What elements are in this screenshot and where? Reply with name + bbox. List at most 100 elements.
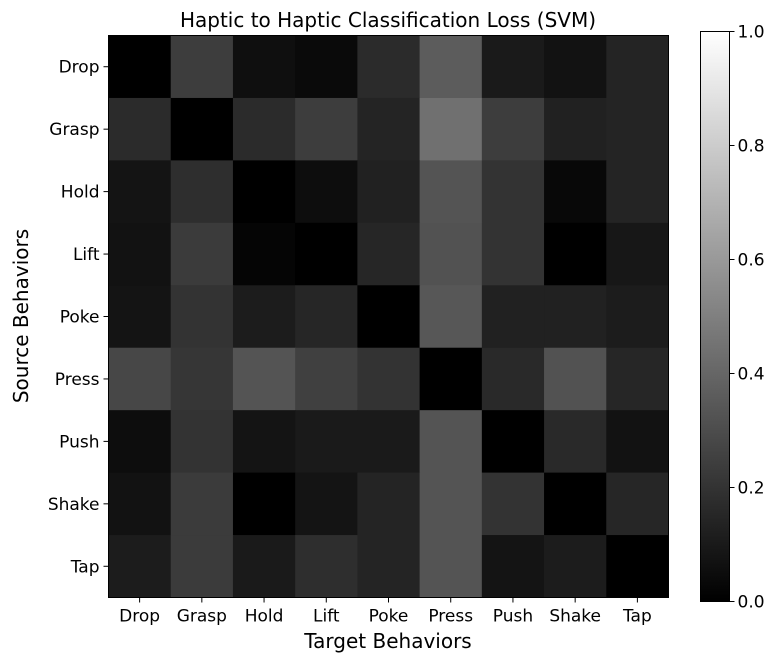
heatmap-cell-hold-hold xyxy=(232,160,296,224)
heatmap-cell-shake-lift xyxy=(295,472,358,536)
heatmap-cell-drop-tap xyxy=(606,35,669,99)
y-axis-label: Source Behaviors xyxy=(9,229,33,403)
heatmap-cell-shake-press xyxy=(419,472,483,536)
heatmap-cell-tap-poke xyxy=(357,535,421,598)
heatmap-cell-shake-shake xyxy=(544,472,607,536)
heatmap-cell-grasp-shake xyxy=(544,97,607,161)
heatmap-cell-press-push xyxy=(481,347,545,411)
heatmap-cells xyxy=(108,35,669,598)
chart-title: Haptic to Haptic Classification Loss (SV… xyxy=(180,8,596,32)
heatmap-cell-lift-push xyxy=(481,222,545,286)
heatmap-cell-poke-push xyxy=(481,285,545,349)
heatmap-cell-drop-grasp xyxy=(170,35,234,99)
x-tick-label: Poke xyxy=(369,607,409,627)
heatmap-cell-push-grasp xyxy=(170,410,234,474)
x-tick-label: Drop xyxy=(119,607,160,627)
heatmap-cell-grasp-lift xyxy=(295,97,358,161)
y-tick-label: Shake xyxy=(48,495,100,515)
y-tick-label: Hold xyxy=(61,183,100,203)
heatmap-cell-tap-press xyxy=(419,535,483,598)
heatmap-cell-push-poke xyxy=(357,410,421,474)
heatmap-cell-shake-hold xyxy=(232,472,296,536)
heatmap-cell-lift-lift xyxy=(295,222,358,286)
heatmap-cell-hold-drop xyxy=(108,160,172,224)
heatmap-cell-poke-drop xyxy=(108,285,172,349)
colorbar-tick-label: 0.6 xyxy=(738,251,765,271)
heatmap-cell-shake-tap xyxy=(606,472,669,536)
colorbar xyxy=(700,31,730,602)
heatmap-cell-poke-press xyxy=(419,285,483,349)
heatmap-cell-drop-shake xyxy=(544,35,607,99)
heatmap-cell-lift-tap xyxy=(606,222,669,286)
heatmap-cell-tap-push xyxy=(481,535,545,598)
colorbar-tick-label: 0.2 xyxy=(738,479,765,499)
heatmap-cell-tap-shake xyxy=(544,535,607,598)
heatmap-cell-grasp-hold xyxy=(232,97,296,161)
colorbar-tick-label: 0.0 xyxy=(738,593,765,613)
heatmap-cell-drop-poke xyxy=(357,35,421,99)
x-tick-label: Push xyxy=(493,607,533,627)
heatmap-cell-drop-press xyxy=(419,35,483,99)
heatmap-cell-tap-drop xyxy=(108,535,172,598)
heatmap-cell-hold-lift xyxy=(295,160,358,224)
heatmap-cell-push-press xyxy=(419,410,483,474)
heatmap-cell-press-tap xyxy=(606,347,669,411)
y-tick-label: Poke xyxy=(60,308,100,328)
heatmap-cell-grasp-press xyxy=(419,97,483,161)
heatmap-cell-hold-tap xyxy=(606,160,669,224)
x-axis-ticks: Drop Grasp Hold Lift Poke Press Push Shake Tap xyxy=(119,597,652,627)
x-axis-label: Target Behaviors xyxy=(303,629,471,653)
heatmap-cell-lift-drop xyxy=(108,222,172,286)
heatmap-cell-press-lift xyxy=(295,347,358,411)
heatmap-cell-tap-tap xyxy=(606,535,669,598)
heatmap-cell-lift-grasp xyxy=(170,222,234,286)
heatmap-cell-drop-drop xyxy=(108,35,172,99)
colorbar-tick-label: 0.8 xyxy=(738,137,765,157)
colorbar-tick-label: 0.4 xyxy=(738,365,765,385)
x-tick-label: Tap xyxy=(622,607,652,627)
x-tick-label: Press xyxy=(428,607,473,627)
heatmap-cell-lift-press xyxy=(419,222,483,286)
heatmap-cell-grasp-poke xyxy=(357,97,421,161)
heatmap-cell-tap-grasp xyxy=(170,535,234,598)
heatmap-cell-drop-push xyxy=(481,35,545,99)
heatmap-cell-poke-shake xyxy=(544,285,607,349)
heatmap-cell-push-hold xyxy=(232,410,296,474)
heatmap-cell-hold-push xyxy=(481,160,545,224)
heatmap-cell-poke-grasp xyxy=(170,285,234,349)
heatmap-cell-drop-hold xyxy=(232,35,296,99)
heatmap-cell-press-shake xyxy=(544,347,607,411)
heatmap-cell-lift-hold xyxy=(232,222,296,286)
heatmap-cell-hold-grasp xyxy=(170,160,234,224)
x-tick-label: Lift xyxy=(313,607,340,627)
heatmap-cell-push-shake xyxy=(544,410,607,474)
y-tick-label: Push xyxy=(59,432,99,452)
heatmap-cell-push-tap xyxy=(606,410,669,474)
colorbar-ticks: 0.0 0.2 0.4 0.6 0.8 1.0 xyxy=(729,23,765,613)
heatmap-cell-grasp-push xyxy=(481,97,545,161)
heatmap-cell-poke-poke xyxy=(357,285,421,349)
heatmap-cell-shake-push xyxy=(481,472,545,536)
heatmap-cell-hold-shake xyxy=(544,160,607,224)
heatmap-cell-shake-drop xyxy=(108,472,172,536)
heatmap-cell-poke-tap xyxy=(606,285,669,349)
x-tick-label: Shake xyxy=(549,607,601,627)
heatmap-cell-poke-lift xyxy=(295,285,358,349)
heatmap-cell-press-drop xyxy=(108,347,172,411)
x-tick-label: Hold xyxy=(245,607,284,627)
heatmap-cell-push-push xyxy=(481,410,545,474)
y-tick-label: Grasp xyxy=(49,120,99,140)
heatmap-cell-drop-lift xyxy=(295,35,358,99)
y-tick-label: Lift xyxy=(73,245,100,265)
y-tick-label: Drop xyxy=(59,58,100,78)
heatmap-cell-push-lift xyxy=(295,410,358,474)
heatmap-cell-poke-hold xyxy=(232,285,296,349)
heatmap-cell-lift-poke xyxy=(357,222,421,286)
heatmap-cell-hold-press xyxy=(419,160,483,224)
heatmap-cell-press-grasp xyxy=(170,347,234,411)
heatmap-cell-grasp-drop xyxy=(108,97,172,161)
heatmap-cell-grasp-grasp xyxy=(170,97,234,161)
colorbar-tick-label: 1.0 xyxy=(738,23,765,43)
heatmap-cell-shake-grasp xyxy=(170,472,234,536)
